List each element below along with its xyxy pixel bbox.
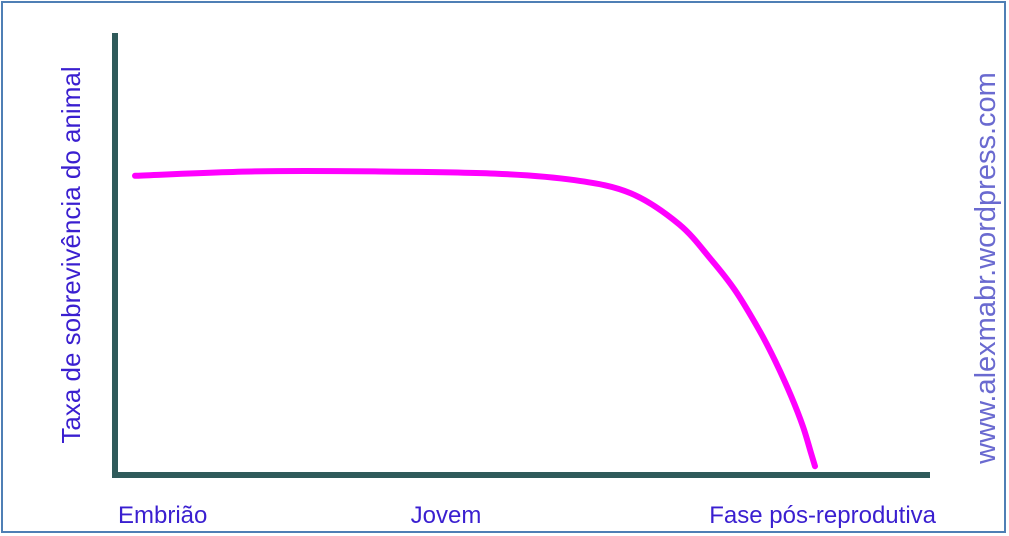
y-axis-label: Taxa de sobrevivência do animal [56, 66, 86, 443]
x-tick-label-embriao: Embrião [118, 502, 207, 529]
x-tick-label-jovem: Jovem [411, 502, 482, 529]
x-tick-label-fase-pos-reprodutiva: Fase pós-reprodutiva [709, 502, 936, 529]
survival-curve [132, 167, 818, 470]
watermark-text: www.alexmabr.wordpress.com [970, 72, 1002, 465]
